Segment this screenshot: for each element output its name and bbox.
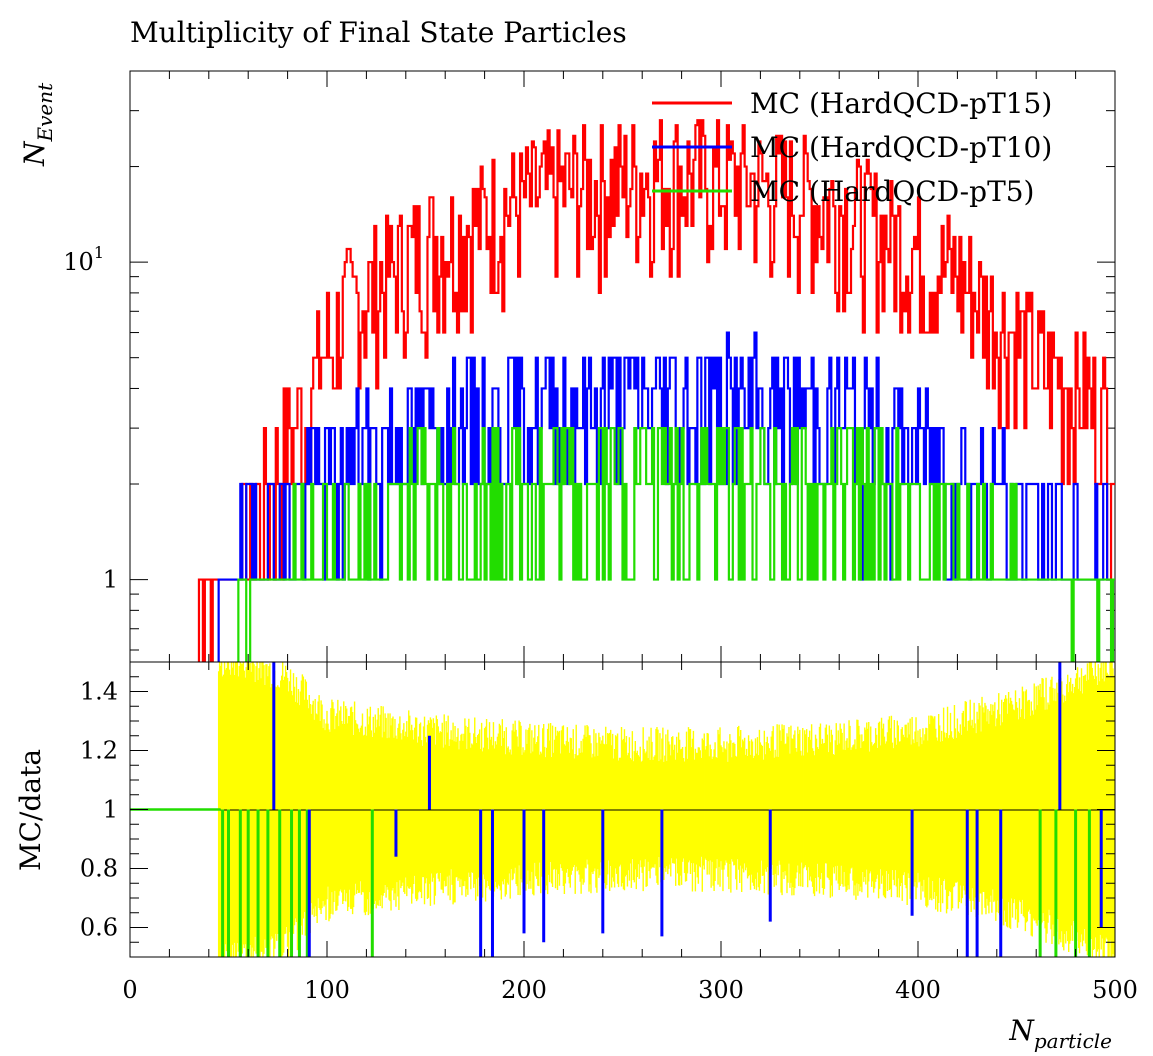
y-axis-label-ratio: MC/data [14,749,47,871]
x-tick-label: 300 [698,976,744,1004]
y-axis-label-main: NEvent [18,82,57,167]
ratio-y-tick-label: 1.2 [80,737,118,765]
ratio-y-tick-label: 1 [103,796,118,824]
ratio-y-tick-label: 0.6 [80,914,118,942]
legend: MC (HardQCD-pT15) MC (HardQCD-pT10) MC (Ha… [652,87,1052,208]
ratio-y-tick-label: 1.4 [80,678,118,706]
main-axis-ticks [129,70,1116,662]
ratio-y-tick-label: 0.8 [80,855,118,883]
series-line-2 [237,427,1115,662]
legend-label-0: MC (HardQCD-pT15) [750,87,1052,120]
ratio-axis-ticks [129,661,1116,958]
ratio-plot-area: 0.6 0.8 1 1.2 1.4 MC/data [14,661,1116,958]
legend-label-1: MC (HardQCD-pT10) [750,131,1052,164]
main-series-group [197,119,1115,662]
x-axis-label: Nparticle [1008,1014,1112,1053]
chart-title: Multiplicity of Final State Particles [130,16,627,49]
main-y-tick-label: 1 [103,566,118,594]
main-y-tick-labels: 1 101 [63,243,118,593]
x-tick-label: 100 [304,976,350,1004]
ratio-y-tick-labels: 0.6 0.8 1 1.2 1.4 [80,678,118,942]
legend-label-2: MC (HardQCD-pT5) [750,175,1034,208]
x-tick-labels: 0 100 200 300 400 500 [122,976,1138,1004]
series-line-1 [217,331,1115,662]
ratio-spikes-group [130,662,1103,957]
x-tick-label: 400 [895,976,941,1004]
main-y-tick-label: 101 [63,243,104,276]
x-tick-label: 500 [1092,976,1138,1004]
x-tick-label: 0 [122,976,137,1004]
x-tick-label: 200 [501,976,547,1004]
series-line-0 [197,119,1115,662]
